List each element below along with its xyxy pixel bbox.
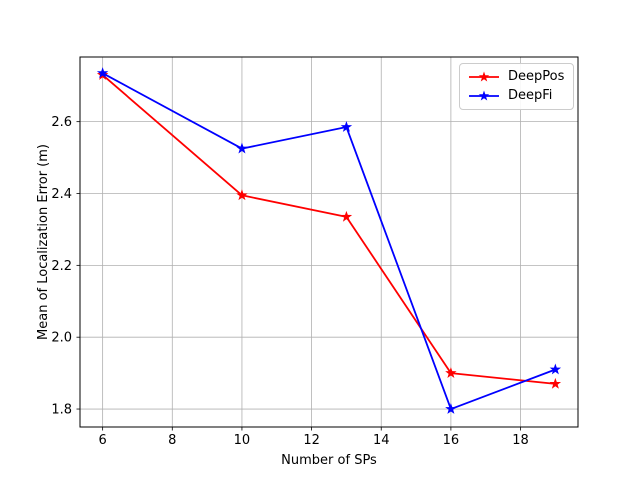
x-tick-label-12: 12 [303,433,320,448]
tick-layer: 6 8 10 12 14 16 18 1.8 2.0 2.2 2.4 2.6 [51,115,528,448]
legend-label-deepfi: DeepFi [508,88,553,103]
y-tick-label-2: 2.0 [51,331,72,346]
marker-deepfi-13 [340,121,353,132]
legend-line-sample-deepfi [469,90,499,101]
marker-deepfi-10 [236,142,248,154]
series-layer [96,67,562,414]
legend-label-deeppos: DeepPos [508,69,565,84]
plot-border [79,56,579,428]
x-tick-label-16: 16 [443,433,460,448]
marker-deepfi-6 [96,67,109,79]
y-tick-label-2.6: 2.6 [51,115,72,130]
x-tick-label-14: 14 [373,433,390,448]
marker-deeppos-16 [445,367,457,378]
legend-line-sample-deeppos [469,71,499,82]
legend: DeepPos DeepFi [459,63,575,110]
grid-layer [80,57,578,427]
marker-deeppos-10 [236,189,248,201]
series-line-deepfi [102,72,556,410]
marker-deepfi-19 [549,363,562,375]
y-tick-label-1.8: 1.8 [51,403,72,418]
y-axis-label: Mean of Localization Error (m) [36,144,51,340]
y-tick-label-2.2: 2.2 [51,259,72,274]
marker-deepfi-16 [445,403,457,414]
legend-entry-deeppos: DeepPos [467,68,564,86]
legend-entry-deepfi: DeepFi [467,87,564,105]
marker-deeppos-13 [340,210,353,222]
marker-deeppos-19 [549,377,562,389]
x-tick-label-18: 18 [512,433,529,448]
x-tick-label-10: 10 [234,433,251,448]
y-tick-label-2.4: 2.4 [51,187,72,202]
x-tick-label-8: 8 [168,433,176,448]
x-tick-label-6: 6 [98,433,106,448]
x-axis-label: Number of SPs [281,453,377,468]
